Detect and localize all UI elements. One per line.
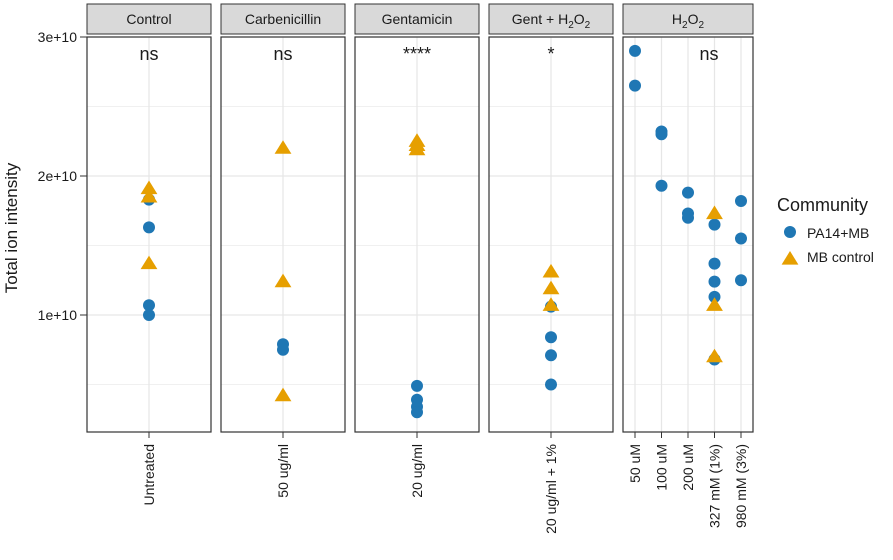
facet-panel-5: H2O2 ns 50 uM 100 uM 200 uM 327 mM (1%) 980 mM…: [622, 3, 754, 528]
data-point-circle: [735, 195, 747, 208]
y-axis: 1e+10 2e+10 3e+10: [38, 29, 87, 323]
facet-strip-label: Gent + H2O2: [512, 11, 591, 31]
facet-panel-4: Gent + H2O2 * 20 ug/ml + 1%: [488, 3, 614, 534]
y-tick-label: 1e+10: [38, 307, 78, 323]
facet-strip-label: Gentamicin: [382, 11, 453, 27]
significance-label: ns: [699, 44, 718, 64]
significance-label: ns: [139, 44, 158, 64]
facet-strip: [488, 3, 614, 35]
data-point-circle: [655, 179, 668, 192]
data-point-circle: [143, 309, 155, 321]
y-axis-label: Total ion intensity: [2, 162, 21, 293]
significance-label: ns: [273, 44, 292, 64]
data-point-triangle: [781, 251, 799, 265]
data-point-triangle: [140, 255, 158, 270]
data-point-circle: [629, 79, 641, 92]
x-tick-label: 20 ug/ml + 1%: [543, 444, 559, 534]
x-tick-label: 20 ug/ml: [409, 444, 425, 498]
x-tick-label: 100 uM: [654, 444, 670, 491]
data-point-triangle: [542, 280, 560, 295]
legend-title: Community: [777, 195, 868, 215]
data-point-circle: [545, 349, 557, 362]
data-point-circle: [735, 274, 747, 287]
data-point-circle: [784, 226, 796, 238]
data-point-circle: [629, 44, 641, 57]
data-point-circle: [655, 128, 668, 141]
x-tick-label: 327 mM (1%): [707, 444, 723, 528]
x-tick-label: 200 uM: [680, 444, 696, 491]
facet-strip-label: Carbenicillin: [245, 11, 321, 27]
data-point-triangle: [274, 387, 292, 402]
facet-panel-3: Gentamicin **** 20 ug/ml: [354, 3, 480, 498]
facet-strip-label: H2O2: [672, 11, 705, 31]
data-point-circle: [682, 186, 694, 199]
data-point-circle: [708, 275, 721, 288]
y-tick-label: 2e+10: [38, 168, 78, 184]
facet-panels: Control ns Untreated Carbenicillin ns 50 ug/m…: [86, 3, 754, 534]
facet-panel-1: Control ns Untreated: [86, 3, 212, 505]
data-point-circle: [708, 218, 721, 231]
data-point-circle: [682, 211, 694, 224]
x-tick-label: 50 uM: [627, 444, 643, 483]
data-point-triangle: [706, 297, 723, 311]
data-point-circle: [143, 221, 155, 234]
x-tick-label: 980 mM (3%): [733, 444, 749, 528]
facet-strip: [354, 3, 480, 35]
data-point-circle: [143, 299, 155, 312]
legend-label: MB control: [807, 249, 874, 265]
data-point-circle: [411, 406, 423, 419]
data-point-circle: [545, 378, 557, 391]
facet-strip: [86, 3, 212, 35]
data-point-circle: [277, 343, 289, 356]
data-point-triangle: [408, 141, 426, 156]
data-point-triangle: [542, 263, 560, 278]
data-point-triangle: [274, 140, 292, 154]
data-point-triangle: [706, 348, 723, 363]
x-tick-label: 50 ug/ml: [275, 444, 291, 498]
x-tick-label: Untreated: [141, 444, 157, 505]
data-point-circle: [708, 257, 721, 270]
data-point-triangle: [706, 205, 723, 220]
significance-label: *: [547, 44, 554, 64]
legend: Community PA14+MB MB control: [777, 195, 874, 265]
significance-label: ****: [403, 44, 431, 64]
data-point-circle: [735, 232, 747, 245]
data-point-triangle: [140, 188, 158, 203]
data-point-triangle: [140, 180, 158, 195]
facet-strip: [220, 3, 346, 35]
facet-strip-label: Control: [126, 11, 171, 27]
data-point-triangle: [542, 297, 560, 311]
data-point-circle: [708, 290, 721, 303]
facet-strip: [622, 3, 754, 35]
data-point-triangle: [274, 273, 292, 288]
y-tick-label: 3e+10: [38, 29, 78, 45]
data-point-circle: [411, 379, 423, 392]
facet-panel-2: Carbenicillin ns 50 ug/ml: [220, 3, 346, 498]
data-point-circle: [545, 331, 557, 344]
legend-label: PA14+MB: [807, 225, 869, 241]
